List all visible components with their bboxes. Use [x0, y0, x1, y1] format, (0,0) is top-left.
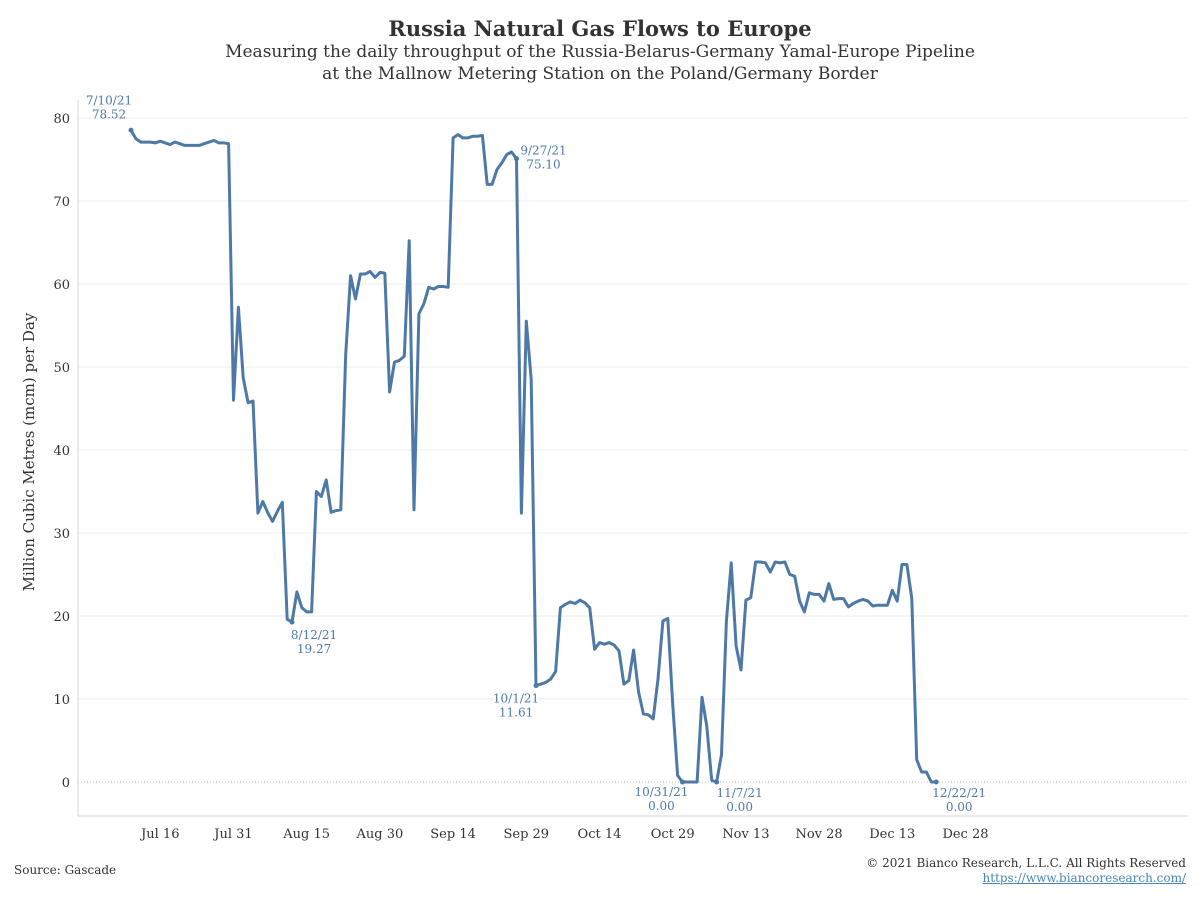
y-tick-label: 70: [53, 195, 70, 210]
gridlines: [78, 117, 1188, 783]
y-tick-label: 30: [53, 527, 70, 542]
x-tick-label: Jul 16: [139, 827, 179, 842]
axes: [77, 100, 1188, 817]
annotation-value: 78.52: [92, 107, 126, 121]
x-tick-label: Aug 30: [355, 827, 403, 842]
y-tick-label: 10: [53, 693, 70, 708]
chart-subtitle-line2: at the Mallnow Metering Station on the P…: [322, 64, 878, 84]
x-tick-labels: Jul 16 Jul 31 Aug 15 Aug 30 Sep 14 Sep 29 Oct …: [139, 827, 988, 842]
y-tick-labels: 0 10 20 30 40 50 60 70 80: [53, 112, 70, 791]
annotation-date: 12/22/21: [932, 786, 986, 800]
x-tick-label: Sep 14: [430, 827, 476, 842]
x-tick-label: Sep 29: [503, 827, 549, 842]
annotation-value: 0.00: [946, 800, 973, 814]
x-tick-label: Dec 28: [942, 827, 988, 842]
annotation-date: 11/7/21: [716, 786, 762, 800]
annotation-marker: [514, 156, 520, 162]
annotation-marker: [933, 779, 939, 785]
series-line: [129, 128, 938, 784]
x-tick-label: Oct 14: [578, 827, 622, 842]
annotation-marker: [679, 779, 685, 785]
annotation-value: 0.00: [648, 799, 675, 813]
annotation-date: 7/10/21: [86, 93, 132, 107]
annotation-marker: [128, 127, 134, 133]
source-note: Source: Gascade: [14, 863, 117, 877]
website-link[interactable]: https://www.biancoresearch.com/: [982, 871, 1186, 885]
y-tick-label: 40: [53, 444, 70, 459]
x-tick-label: Dec 13: [869, 827, 915, 842]
annotation-marker: [714, 779, 720, 785]
x-tick-label: Jul 31: [212, 827, 252, 842]
y-tick-label: 20: [53, 610, 70, 625]
x-tick-label: Aug 15: [282, 827, 330, 842]
x-tick-label: Nov 28: [795, 827, 842, 842]
annotation-value: 0.00: [726, 800, 753, 814]
chart-title: Russia Natural Gas Flows to Europe: [388, 16, 812, 41]
y-tick-label: 50: [53, 361, 70, 376]
series: [129, 128, 938, 784]
annotation-marker: [289, 619, 295, 625]
y-tick-label: 0: [62, 776, 70, 791]
annotation-value: 11.61: [499, 706, 533, 720]
annotation-value: 19.27: [297, 642, 331, 656]
y-tick-label: 60: [53, 278, 70, 293]
annotation-date: 10/1/21: [493, 692, 539, 706]
x-tick-label: Oct 29: [651, 827, 695, 842]
chart-subtitle-line1: Measuring the daily throughput of the Ru…: [225, 42, 975, 62]
y-tick-label: 80: [53, 112, 70, 127]
annotation-date: 10/31/21: [634, 785, 688, 799]
annotation-date: 8/12/21: [291, 628, 337, 642]
x-tick-label: Nov 13: [722, 827, 769, 842]
annotation-value: 75.10: [526, 158, 560, 172]
copyright-note: © 2021 Bianco Research, L.L.C. All Right…: [866, 856, 1186, 870]
annotation-date: 9/27/21: [520, 144, 566, 158]
annotation-marker: [533, 683, 539, 689]
